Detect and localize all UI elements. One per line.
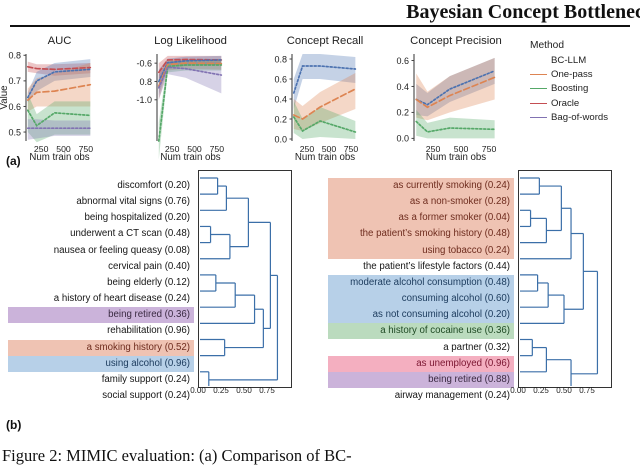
svg-text:0.0: 0.0 <box>396 134 409 144</box>
svg-text:0.5: 0.5 <box>8 127 21 137</box>
svg-text:0.6: 0.6 <box>396 56 409 66</box>
svg-text:Concept Recall: Concept Recall <box>287 35 364 47</box>
svg-text:Num train obs: Num train obs <box>295 152 355 163</box>
svg-text:0.2: 0.2 <box>274 114 287 124</box>
svg-text:0.6: 0.6 <box>274 74 287 84</box>
svg-text:Log Likelihood: Log Likelihood <box>154 35 227 47</box>
svg-text:0.8: 0.8 <box>139 77 152 87</box>
svg-text:Num train obs: Num train obs <box>29 152 89 163</box>
svg-text:0.8: 0.8 <box>8 51 21 61</box>
svg-text:0.6: 0.6 <box>8 102 21 112</box>
svg-text:0.0: 0.0 <box>274 134 287 144</box>
svg-text:-1.0: -1.0 <box>136 95 152 105</box>
svg-text:Num train obs: Num train obs <box>160 152 220 163</box>
svg-text:-0.6: -0.6 <box>136 58 152 68</box>
svg-text:Concept Precision: Concept Precision <box>410 35 502 47</box>
svg-text:0.7: 0.7 <box>8 76 21 86</box>
svg-text:Num train obs: Num train obs <box>426 152 486 163</box>
svg-text:Value: Value <box>0 85 10 109</box>
svg-text:0.2: 0.2 <box>396 108 409 118</box>
svg-text:AUC: AUC <box>48 35 72 47</box>
svg-text:0.4: 0.4 <box>396 82 409 92</box>
svg-text:0.8: 0.8 <box>274 54 287 64</box>
svg-text:0.4: 0.4 <box>274 94 287 104</box>
